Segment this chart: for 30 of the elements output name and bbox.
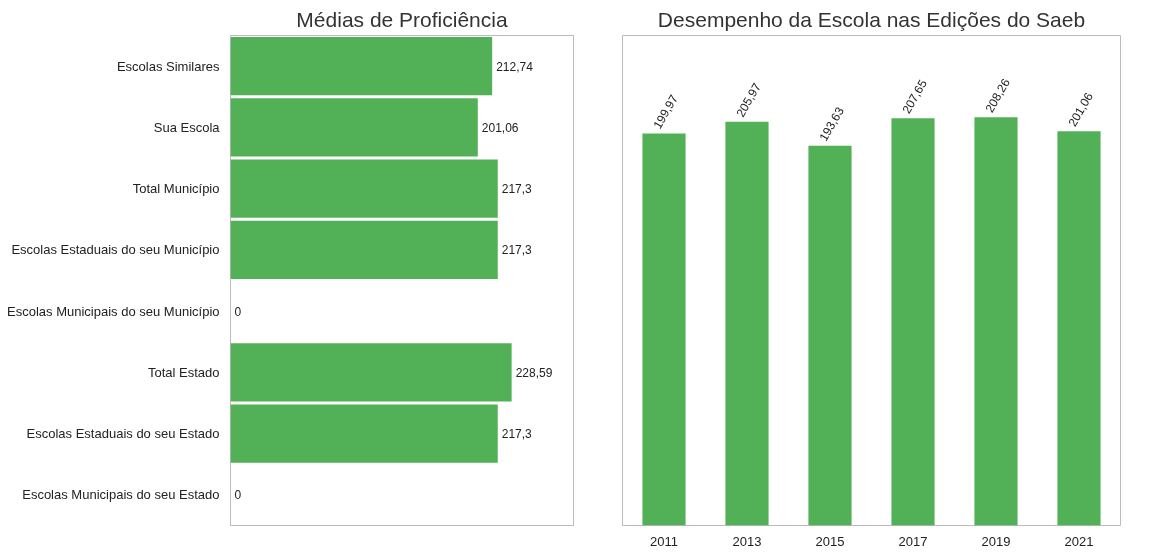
chart-title: Médias de Proficiência [296, 7, 508, 31]
data-label: 228,59 [515, 365, 553, 380]
y-tick-label: Escolas Estaduais do seu Município [11, 242, 220, 258]
data-label: 212,74 [496, 59, 534, 74]
x-tick-label: 2021 [1064, 533, 1094, 549]
data-label: 0 [234, 488, 242, 503]
x-tick-label: 2015 [815, 533, 845, 549]
y-tick-label: Total Estado [147, 364, 220, 380]
data-label: 217,3 [501, 427, 533, 442]
bar [230, 220, 498, 279]
y-tick-label: Escolas Estaduais do seu Estado [26, 426, 220, 442]
data-label: 217,3 [501, 182, 533, 197]
x-tick-label: 2011 [650, 533, 678, 549]
bar [230, 98, 478, 157]
y-tick-label: Escolas Similares [116, 58, 220, 74]
x-tick-label: 2017 [898, 533, 928, 549]
data-label: 217,3 [501, 243, 533, 258]
data-label: 201,06 [481, 120, 519, 135]
y-tick-label: Total Município [132, 181, 220, 197]
x-tick-label: 2013 [732, 533, 762, 549]
data-label: 0 [234, 304, 242, 319]
y-tick-label: Sua Escola [153, 119, 221, 135]
bar [230, 37, 493, 96]
y-tick-label: Escolas Municipais do seu Município [7, 303, 220, 319]
x-tick-label: 2019 [981, 533, 1011, 549]
y-tick-label: Escolas Municipais do seu Estado [22, 487, 220, 503]
bar [230, 404, 498, 463]
chart-title: Desempenho da Escola nas Edições do Saeb [657, 7, 1086, 31]
bar [230, 343, 512, 402]
bar [230, 159, 498, 218]
